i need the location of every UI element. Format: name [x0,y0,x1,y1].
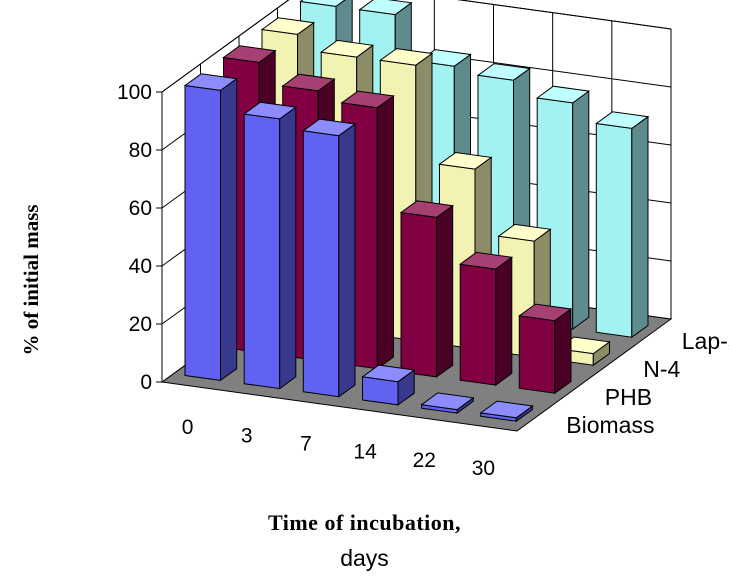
bar-top [340,90,395,109]
bar-biomass-22 [420,392,475,415]
bar-top [222,45,277,63]
bar-top [594,111,650,129]
bar-biomass-14 [361,364,416,406]
bar-front [400,211,437,378]
bar-top [535,85,591,104]
bar-front [184,84,221,381]
bar-biomass-30 [479,400,534,423]
bar-top [281,73,336,92]
bar-biomass-7 [301,118,357,398]
x-tick-label: 30 [472,457,495,480]
bar-top [299,0,346,7]
bar-biomass-0 [183,73,239,382]
bar-top [260,17,316,35]
bar-front [518,315,556,394]
bar-side [631,115,649,339]
y-tick-label: 80 [129,139,152,162]
bar-front [243,113,281,390]
bar-side [338,123,356,398]
bar-phb-14 [399,200,455,378]
bar-phb-22 [458,251,514,387]
bar-top [358,0,413,16]
bar-side [436,204,454,378]
bar-top [399,200,455,218]
bar-side [554,308,572,395]
bar-top [242,101,298,120]
bar-top [517,303,573,322]
y-tick-label: 0 [140,371,152,394]
bar-biomass-3 [242,101,298,390]
x-tick-label: 22 [413,449,436,472]
x-tick-label: 3 [241,424,253,447]
bar-side [495,256,513,387]
bar-top [420,392,475,411]
y-tick-label: 100 [117,81,152,104]
bar-side [279,106,297,390]
bar-top [183,73,239,91]
y-tick-label: 20 [129,313,152,336]
series-label: Biomass [566,412,654,438]
y-axis-title: % of initial mass [19,204,43,355]
x-tick-label: 0 [182,416,194,439]
bar-phb-30 [517,303,573,395]
bar-top [476,63,532,81]
bar-front [595,122,633,338]
bar-top [458,251,514,270]
chart-bars [183,0,650,423]
bar-side [572,90,590,331]
x-axis-unit: days [340,545,389,571]
bar-top [497,223,552,242]
bar-front [459,263,497,386]
series-label: N-4 [643,356,680,382]
x-axis-title: Time of incubation, [267,510,462,535]
bar-lap-5-30 [594,111,650,339]
series-label: Lap-5 [682,328,729,354]
bar-top [378,48,434,66]
bar-side [220,77,238,382]
bar-front [302,130,340,398]
bar-top [438,151,493,170]
x-tick-label: 14 [353,441,377,464]
bar-top [479,400,534,419]
x-tick-label: 7 [300,432,312,455]
y-tick-label: 40 [129,255,152,278]
bar-side [376,95,394,370]
bar-top [361,364,416,383]
y-tick-label: 60 [129,197,152,220]
bar-top [301,118,357,137]
series-label: PHB [605,384,652,410]
bar-top [319,39,375,58]
